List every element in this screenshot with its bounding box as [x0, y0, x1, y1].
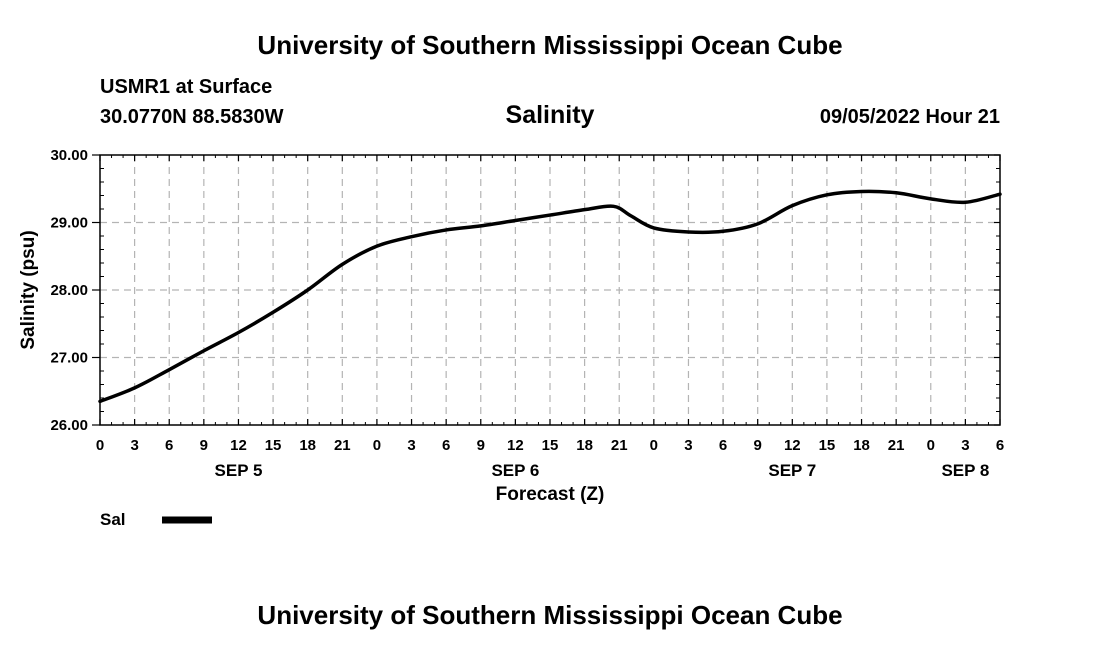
day-labels: SEP 5 SEP 6 SEP 7 SEP 8 — [215, 461, 990, 480]
coordinates-label: 30.0770N 88.5830W — [100, 106, 284, 128]
ticks — [92, 154, 1001, 426]
x-tick-label: 9 — [200, 437, 208, 454]
x-tick-label: 9 — [477, 437, 485, 454]
station-label: USMR1 at Surface — [100, 76, 273, 98]
x-tick-label: 0 — [96, 437, 104, 454]
x-tick-label: 18 — [299, 437, 316, 454]
x-tick-label: 3 — [407, 437, 415, 454]
y-tick-labels: 26.00 27.00 28.00 29.00 30.00 — [50, 147, 88, 434]
grid — [100, 155, 1000, 425]
salinity-chart: 0 3 6 9 12 15 18 21 0 3 6 9 12 15 18 21 0 3 6 9 12 15 18 21 0 3 6 … — [18, 147, 1004, 529]
x-tick-label: 9 — [754, 437, 762, 454]
x-tick-label: 3 — [961, 437, 969, 454]
forecast-datetime: 09/05/2022 Hour 21 — [819, 106, 1000, 128]
y-tick-label: 29.00 — [50, 215, 88, 232]
x-tick-label: 12 — [784, 437, 801, 454]
x-tick-label: 21 — [888, 437, 905, 454]
x-tick-label: 18 — [853, 437, 870, 454]
day-label: SEP 6 — [491, 461, 539, 480]
x-tick-label: 6 — [165, 437, 173, 454]
page-title: University of Southern Mississippi Ocean… — [257, 30, 843, 60]
y-axis-title: Salinity (psu) — [18, 230, 39, 349]
x-tick-label: 3 — [130, 437, 138, 454]
day-label: SEP 5 — [215, 461, 263, 480]
footer-title: University of Southern Mississippi Ocean… — [257, 600, 843, 630]
x-tick-label: 3 — [684, 437, 692, 454]
x-tick-label: 6 — [996, 437, 1004, 454]
x-tick-label: 15 — [819, 437, 836, 454]
x-tick-label: 15 — [265, 437, 282, 454]
x-tick-label: 6 — [442, 437, 450, 454]
x-tick-label: 0 — [650, 437, 658, 454]
chart-title: Salinity — [505, 101, 595, 129]
x-tick-label: 15 — [542, 437, 559, 454]
y-tick-label: 27.00 — [50, 350, 88, 367]
x-tick-label: 12 — [230, 437, 247, 454]
legend-label-sal: Sal — [100, 510, 126, 529]
y-tick-label: 28.00 — [50, 282, 88, 299]
day-label: SEP 8 — [941, 461, 989, 480]
x-tick-label: 12 — [507, 437, 524, 454]
x-tick-label: 21 — [334, 437, 351, 454]
x-tick-label: 18 — [576, 437, 593, 454]
x-tick-label: 6 — [719, 437, 727, 454]
series-line-sal — [98, 189, 1002, 404]
x-axis-title: Forecast (Z) — [496, 484, 605, 505]
day-label: SEP 7 — [768, 461, 816, 480]
y-tick-label: 30.00 — [50, 147, 88, 164]
y-tick-label: 26.00 — [50, 417, 88, 434]
x-tick-label: 21 — [611, 437, 628, 454]
x-tick-label: 0 — [927, 437, 935, 454]
x-tick-labels: 0 3 6 9 12 15 18 21 0 3 6 9 12 15 18 21 0 3 6 9 12 15 18 21 0 3 6 — [96, 437, 1004, 454]
x-tick-label: 0 — [373, 437, 381, 454]
